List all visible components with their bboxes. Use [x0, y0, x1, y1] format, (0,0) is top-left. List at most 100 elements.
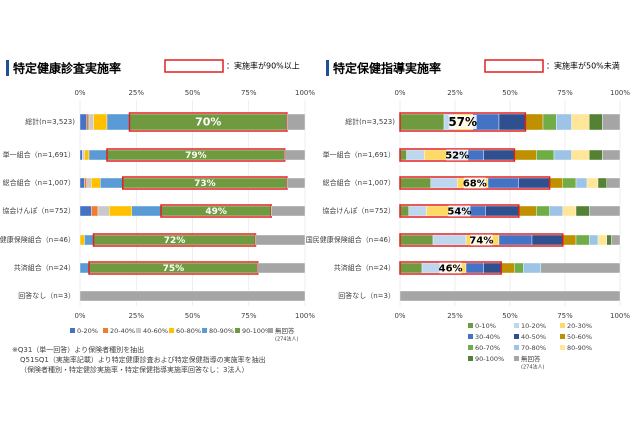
bar-segment — [575, 234, 590, 246]
bar-segment — [542, 113, 557, 131]
chart-title: 特定健康診査実施率 — [13, 61, 121, 76]
category-label: 協会けんぽ（n=752） — [322, 206, 395, 215]
bar-segment — [106, 113, 130, 131]
legend-label: 80-90% — [567, 344, 592, 352]
bar-segment — [430, 177, 458, 189]
x-tick-label: 75% — [241, 312, 257, 320]
legend-swatch — [468, 334, 473, 339]
bar-segment — [597, 177, 608, 189]
bar-segment — [487, 177, 519, 189]
data-label: 74% — [469, 236, 493, 247]
legend-label: 30-40% — [475, 333, 500, 341]
bar-segment — [536, 149, 555, 161]
label-bg — [439, 262, 462, 274]
x-tick-label: 0% — [394, 312, 405, 320]
bar-segment — [79, 205, 92, 217]
bar-segment — [553, 149, 572, 161]
category-label: 国民健康保険組合（n=46） — [0, 235, 75, 244]
bar-segment — [109, 205, 132, 217]
legend-label: 90-100% — [475, 355, 504, 363]
bar-segment — [523, 262, 542, 274]
legend-label: 90-100% — [242, 327, 271, 335]
bar-segment — [531, 234, 563, 246]
bar-segment — [597, 234, 608, 246]
title-marker — [6, 60, 9, 76]
bar-segment — [79, 177, 85, 189]
bar-segment — [100, 177, 123, 189]
legend-swatch — [560, 345, 565, 350]
legend-swatch — [136, 328, 141, 333]
legend-swatch — [514, 356, 519, 361]
bar-segment — [84, 177, 87, 189]
bar-segment — [465, 262, 484, 274]
category-label: 総計(n=3,523) — [345, 117, 395, 126]
legend-swatch — [70, 328, 75, 333]
legend-label: 50-60% — [567, 333, 592, 341]
x-tick-label: 75% — [557, 89, 573, 97]
legend-swatch — [235, 328, 240, 333]
note: （保険者種別・特定健診実施率・特定保健指導実施率回答なし：3法人） — [20, 365, 248, 374]
legend-label: 0-10% — [475, 322, 496, 330]
bar-segment — [399, 177, 431, 189]
category-label: 共済組合（n=24） — [334, 263, 395, 272]
bar-segment — [514, 149, 537, 161]
x-tick-label: 25% — [447, 89, 463, 97]
x-tick-label: 25% — [128, 89, 144, 97]
category-label: 総合組合（n=1,007） — [3, 178, 75, 187]
chart-title: 特定保健指導実施率 — [333, 61, 441, 76]
legend-swatch — [468, 356, 473, 361]
label-bg — [448, 115, 477, 129]
x-tick-label: 75% — [241, 89, 257, 97]
bar-segment — [518, 177, 550, 189]
bar-segment — [84, 149, 90, 161]
x-tick-label: 50% — [185, 89, 201, 97]
legend-swatch — [268, 328, 273, 333]
legend-swatch — [468, 323, 473, 328]
category-label: 回答なし（n=3） — [338, 291, 395, 300]
bar-segment — [498, 234, 533, 246]
legend-label: 10-20% — [521, 322, 546, 330]
bar-segment — [86, 113, 90, 131]
bar-segment — [406, 149, 425, 161]
legend-label: 20-30% — [567, 322, 592, 330]
bar-segment — [518, 205, 537, 217]
legend-swatch — [560, 334, 565, 339]
legend-label: 20-40% — [110, 327, 135, 335]
legend-label: 40-50% — [521, 333, 546, 341]
category-label: 総計(n=3,523) — [25, 117, 75, 126]
bar-segment — [589, 149, 603, 161]
bar-segment — [540, 262, 621, 274]
category-label: 協会けんぽ（n=752） — [2, 206, 75, 215]
bar-segment — [571, 113, 590, 131]
legend-swatch — [560, 323, 565, 328]
bar-segment — [432, 234, 467, 246]
data-label: 79% — [185, 151, 207, 161]
bar-segment — [536, 205, 550, 217]
legend-label: 70-80% — [521, 344, 546, 352]
bar-segment — [562, 205, 577, 217]
legend-label: 80-90% — [209, 327, 234, 335]
note: Q51SQ1（実施率記載）より特定健康診査および特定保健指導の実施率を抽出 — [20, 355, 266, 364]
bar-segment — [79, 290, 306, 302]
bar-segment — [88, 113, 94, 131]
highlight-box — [399, 233, 564, 247]
data-label: 68% — [463, 179, 487, 190]
bar-segment — [501, 262, 515, 274]
legend-swatch — [468, 345, 473, 350]
bar-segment — [549, 205, 563, 217]
bar-segment — [93, 113, 108, 131]
bar-segment — [84, 234, 94, 246]
legend-label: 40-60% — [143, 327, 168, 335]
legend-note: (274法人) — [521, 364, 544, 371]
x-tick-label: 25% — [128, 312, 144, 320]
bar-segment — [549, 177, 563, 189]
bar-segment — [586, 177, 599, 189]
data-label: 46% — [439, 264, 463, 275]
bar-segment — [514, 262, 524, 274]
bar-segment — [97, 205, 110, 217]
x-tick-label: 100% — [610, 89, 630, 97]
bar-segment — [399, 113, 445, 131]
bar-segment — [88, 149, 108, 161]
legend-label: 60-80% — [176, 327, 201, 335]
